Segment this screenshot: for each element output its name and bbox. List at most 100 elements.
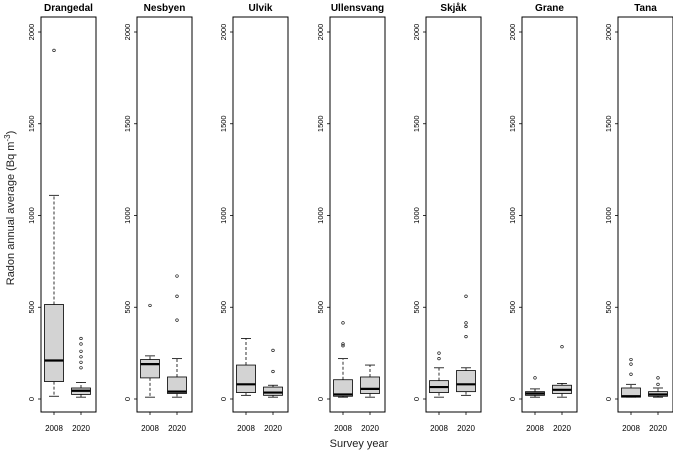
- x-tick-label: 2008: [45, 424, 63, 433]
- y-tick-label: 1500: [412, 115, 421, 132]
- x-tick-label: 2020: [649, 424, 667, 433]
- outlier-point: [656, 376, 660, 380]
- y-tick-label: 1000: [316, 207, 325, 224]
- panel-title: Tana: [634, 3, 657, 14]
- iqr-box: [333, 379, 353, 397]
- x-tick-label: 2020: [264, 424, 282, 433]
- outlier-point: [148, 303, 152, 308]
- y-tick-label: 500: [123, 301, 132, 314]
- panel-title: Drangedal: [44, 3, 93, 14]
- outlier-point: [629, 357, 633, 362]
- y-tick-label: 500: [219, 301, 228, 314]
- box-2008: [621, 357, 641, 398]
- outlier-point: [79, 349, 83, 353]
- panel-ullensvang: Ullensvang 0 500 1000 1500 2000 2008 2020: [316, 3, 386, 433]
- box-2008: [525, 376, 545, 398]
- outlier-point: [52, 48, 56, 52]
- y-tick-label: 0: [508, 397, 517, 401]
- box-2008: [429, 351, 449, 398]
- panel-title: Ulvik: [249, 3, 273, 14]
- box-2020: [648, 376, 668, 398]
- iqr-box: [456, 370, 476, 393]
- y-tick-label: 1500: [123, 115, 132, 132]
- panel-grane: Grane 0 500 1000 1500 2000 2008 2020: [508, 3, 578, 433]
- y-tick-label: 500: [508, 301, 517, 314]
- panel-title: Skjåk: [440, 2, 467, 14]
- box-2020: [263, 348, 283, 398]
- y-tick-label: 1500: [27, 115, 36, 132]
- x-tick-label: 2020: [361, 424, 379, 433]
- box-2008: [140, 303, 160, 398]
- panel-frame: [329, 16, 386, 413]
- y-tick-label: 1500: [219, 115, 228, 132]
- y-tick-label: 1500: [604, 115, 613, 132]
- box-2020: [71, 336, 91, 398]
- panel-frame: [40, 16, 97, 413]
- panel-frame: [521, 16, 578, 413]
- outlier-point: [437, 357, 441, 361]
- panel-frame: [617, 16, 673, 413]
- iqr-box: [167, 376, 187, 394]
- box-2008: [44, 48, 64, 397]
- y-tick-label: 2000: [123, 24, 132, 41]
- x-tick-label: 2020: [168, 424, 186, 433]
- outlier-point: [271, 369, 275, 374]
- y-tick-label: 1000: [604, 207, 613, 224]
- y-tick-label: 0: [412, 397, 421, 401]
- outlier-point: [341, 321, 345, 325]
- y-tick-label: 2000: [316, 24, 325, 41]
- y-tick-label: 1000: [508, 207, 517, 224]
- outlier-point: [341, 344, 345, 348]
- y-axis-title: Radon annual average (Bq m-3): [3, 131, 17, 286]
- outlier-point: [464, 324, 468, 329]
- y-tick-label: 1500: [508, 115, 517, 132]
- outlier-point: [464, 321, 468, 325]
- panel-title: Grane: [535, 3, 564, 14]
- outlier-point: [629, 372, 633, 376]
- panel-nesbyen: Nesbyen 0 500 1000 1500 2000 2008 2020: [123, 3, 193, 433]
- outlier-point: [79, 355, 83, 359]
- y-tick-label: 0: [316, 397, 325, 401]
- outlier-point: [175, 294, 179, 298]
- y-tick-label: 0: [27, 397, 36, 401]
- outlier-point: [464, 335, 468, 339]
- outlier-point: [341, 342, 345, 346]
- outlier-point: [629, 362, 633, 366]
- x-tick-label: 2008: [526, 424, 544, 433]
- y-tick-label: 2000: [412, 24, 421, 41]
- x-tick-label: 2008: [622, 424, 640, 433]
- panel-skjåk: Skjåk 0 500 1000 1500 2000 2008 2020: [412, 2, 482, 433]
- y-tick-label: 0: [219, 397, 228, 401]
- outlier-point: [175, 318, 179, 322]
- box-2008: [333, 321, 353, 398]
- box-2020: [360, 364, 380, 398]
- y-tick-label: 0: [604, 397, 613, 401]
- box-2020: [167, 274, 187, 398]
- x-tick-label: 2020: [72, 424, 90, 433]
- outlier-point: [533, 376, 537, 380]
- y-axis-title-main: Radon annual average (Bq m: [5, 142, 17, 286]
- y-tick-label: 1000: [412, 207, 421, 224]
- y-axis-title-superscript: -3: [3, 134, 12, 142]
- iqr-box: [263, 386, 283, 396]
- y-axis-title-close: ): [5, 131, 17, 135]
- outlier-point: [560, 345, 564, 349]
- x-tick-label: 2008: [334, 424, 352, 433]
- box-2008: [236, 338, 256, 396]
- y-tick-label: 1000: [123, 207, 132, 224]
- y-tick-label: 1500: [316, 115, 325, 132]
- panel-tana: Tana 0 500 1000 1500 2000 2008 2020: [604, 3, 673, 433]
- y-tick-label: 2000: [508, 24, 517, 41]
- iqr-box: [236, 364, 256, 393]
- panel-drangedal: Drangedal 0 500 1000 1500 2000 2008 2020: [27, 3, 97, 433]
- panel-frame: [425, 16, 482, 413]
- y-tick-label: 1000: [219, 207, 228, 224]
- box-2020: [456, 294, 476, 396]
- panel-title: Nesbyen: [144, 3, 186, 14]
- y-tick-label: 500: [604, 301, 613, 314]
- iqr-box: [140, 359, 160, 379]
- x-tick-label: 2008: [237, 424, 255, 433]
- outlier-point: [175, 274, 179, 278]
- outlier-point: [437, 351, 441, 355]
